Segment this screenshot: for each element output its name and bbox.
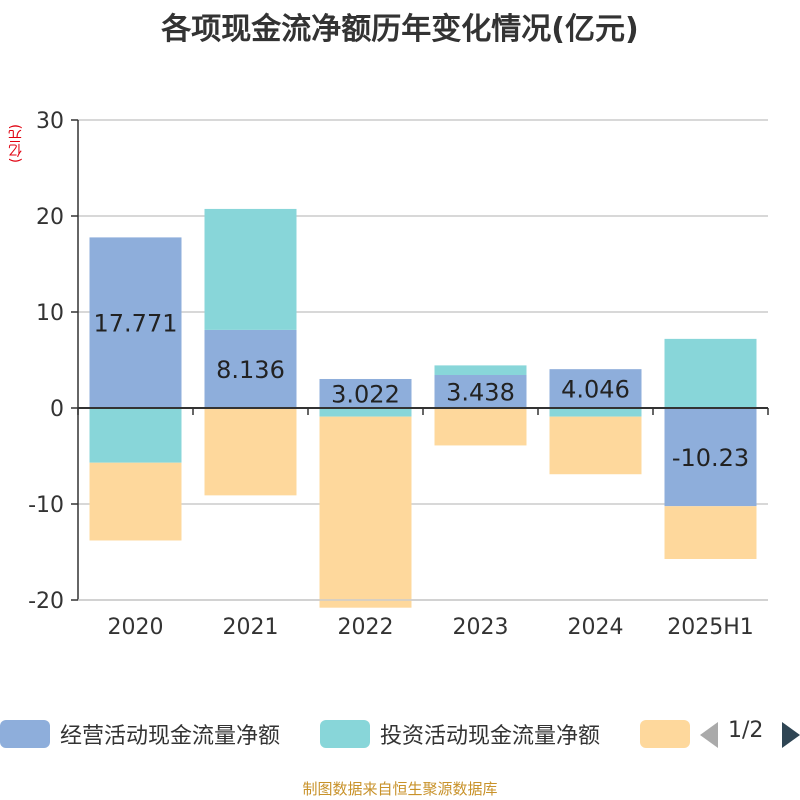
x-tick-label: 2024 xyxy=(568,615,624,640)
source-note: 制图数据来自恒生聚源数据库 xyxy=(302,780,498,798)
x-tick-label: 2021 xyxy=(223,615,279,640)
bar-segment-s2 xyxy=(319,416,412,608)
data-label: 3.022 xyxy=(331,380,400,408)
data-label: 4.046 xyxy=(561,376,630,404)
data-label: 3.438 xyxy=(446,378,515,406)
bar-segment-s2 xyxy=(664,506,757,560)
bar-segment-s2 xyxy=(549,416,642,475)
y-tick-label: 0 xyxy=(50,397,64,422)
bar-segment-s1 xyxy=(434,365,527,375)
bar-segment-s0 xyxy=(319,378,412,408)
bar-segment-s1 xyxy=(549,408,642,417)
legend-label-investing: 投资活动现金流量净额 xyxy=(380,724,601,749)
legend-item-operating[interactable]: 经营活动现金流量净额 xyxy=(0,716,280,752)
bar-segment-s1 xyxy=(319,408,412,417)
legend-swatch-financing xyxy=(640,720,690,748)
bar-segment-s2 xyxy=(434,408,527,446)
chart-title: 各项现金流净额历年变化情况(亿元) xyxy=(161,12,639,47)
legend-prev-page-icon[interactable] xyxy=(700,722,718,748)
y-tick-label: 30 xyxy=(36,109,64,134)
legend-item-investing[interactable]: 投资活动现金流量净额 xyxy=(320,716,600,752)
x-tick-label: 2022 xyxy=(338,615,394,640)
bar-segment-s0 xyxy=(434,374,527,408)
bar-segment-s2 xyxy=(204,408,297,496)
legend-next-page-icon[interactable] xyxy=(782,722,800,748)
legend: 经营活动现金流量净额 投资活动现金流量净额 1/2 xyxy=(0,716,800,752)
data-label: 17.771 xyxy=(94,310,178,338)
y-tick-label: -20 xyxy=(28,589,64,614)
bar-segment-s0 xyxy=(549,369,642,408)
bar-segment-s1 xyxy=(204,208,297,330)
y-tick-label: 20 xyxy=(36,205,64,230)
legend-item-financing[interactable] xyxy=(640,716,700,752)
bar-segment-s1 xyxy=(89,408,182,463)
legend-label-operating: 经营活动现金流量净额 xyxy=(60,724,281,749)
bar-segment-s0 xyxy=(664,408,757,507)
bar-segment-s0 xyxy=(89,237,182,408)
y-tick-label: 10 xyxy=(36,301,64,326)
bar-segment-s0 xyxy=(204,329,297,408)
data-label: -10.23 xyxy=(672,444,749,472)
data-label: 8.136 xyxy=(216,356,285,384)
legend-swatch-operating xyxy=(0,720,50,748)
legend-swatch-investing xyxy=(320,720,370,748)
y-tick-label: -10 xyxy=(28,493,64,518)
x-tick-label: 2023 xyxy=(453,615,509,640)
x-tick-label: 2025H1 xyxy=(667,615,754,640)
stacked-bar-chart: -20 -10 0 10 20 30 17.771 8.136 3.022 3.438 4.046 -… xyxy=(28,109,769,640)
x-tick-label: 2020 xyxy=(108,615,164,640)
legend-page-indicator: 1/2 xyxy=(728,718,764,743)
bar-segment-s1 xyxy=(664,338,757,408)
bar-segment-s2 xyxy=(89,462,182,541)
